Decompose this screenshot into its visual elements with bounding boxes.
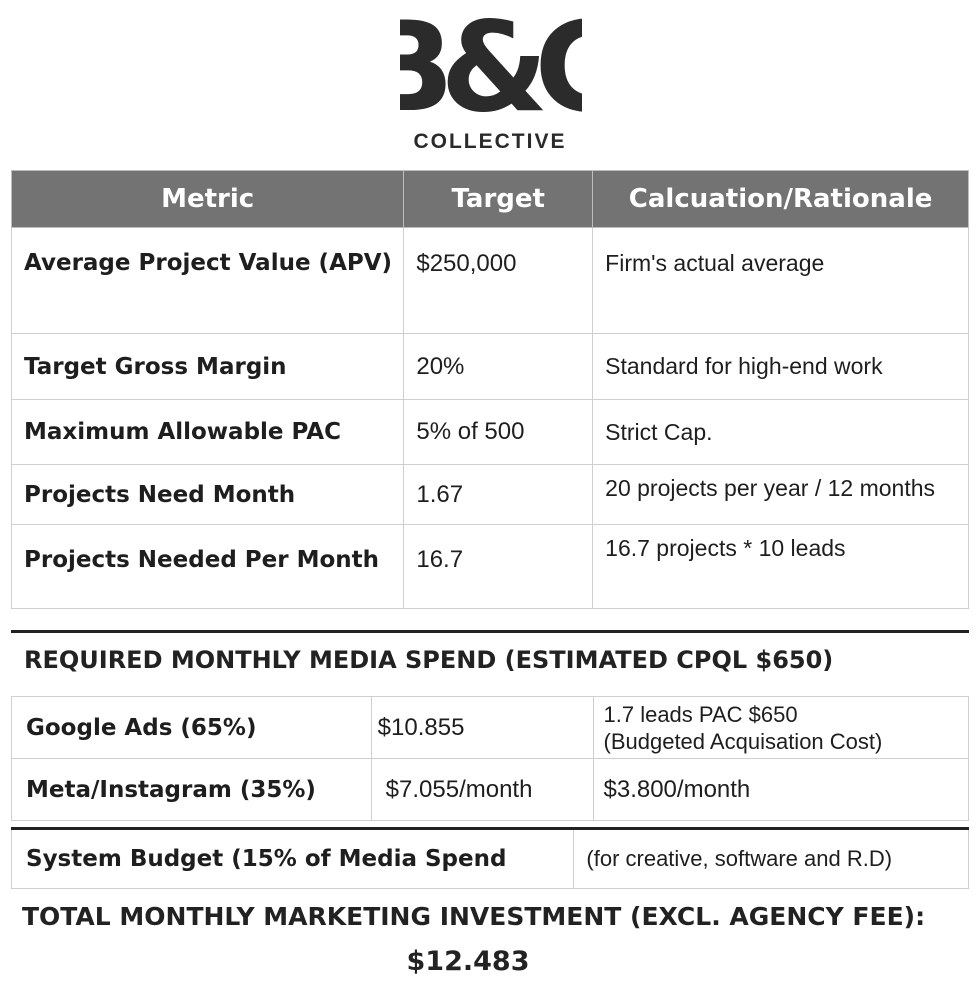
metric-cell: Target Gross Margin	[10, 333, 405, 400]
note-line: 1.7 leads PAC $650	[603, 701, 798, 727]
table-row: Projects Need Month 1.67 20 projects per…	[10, 464, 969, 525]
table-row: Maximum Allowable PAC 5% of 500 Strict C…	[10, 399, 969, 465]
spend-cell: $10.855	[370, 696, 594, 759]
channel-cell: Google Ads (65%)	[11, 696, 372, 759]
table-row: Google Ads (65%) $10.855 1.7 leads PAC $…	[11, 696, 969, 759]
brand-logo: B&G	[400, 2, 582, 122]
metric-cell: Projects Need Month	[10, 464, 405, 525]
table-row: Meta/Instagram (35%) $7.055/month $3.800…	[11, 758, 969, 821]
metrics-header-row: Metric Target Calcuation/Rationale	[10, 170, 969, 228]
rationale-cell: Firm's actual average	[592, 227, 969, 334]
media-spend-heading: REQUIRED MONTHLY MEDIA SPEND (ESTIMATED …	[24, 646, 834, 674]
rationale-cell: Standard for high-end work	[592, 333, 969, 400]
total-investment-label: TOTAL MONTHLY MARKETING INVESTMENT (EXCL…	[22, 902, 926, 931]
rationale-cell: Strict Cap.	[592, 399, 969, 465]
note-line: (Budgeted Acquisation Cost)	[603, 728, 883, 754]
rationale-cell: 20 projects per year / 12 months	[592, 464, 969, 525]
system-budget-note: (for creative, software and R.D)	[573, 828, 969, 889]
header-target: Target	[403, 170, 594, 228]
header-rationale: Calcuation/Rationale	[592, 170, 969, 228]
note-cell: 1.7 leads PAC $650 (Budgeted Acquisation…	[592, 696, 969, 759]
media-spend-table: Google Ads (65%) $10.855 1.7 leads PAC $…	[11, 696, 969, 821]
table-row: Average Project Value (APV) $250,000 Fir…	[10, 227, 969, 334]
table-row: System Budget (15% of Media Spend (for c…	[10, 828, 969, 889]
target-cell: $250,000	[403, 227, 594, 334]
brand-header: B&G COLLECTIVE	[0, 0, 980, 162]
target-cell: 16.7	[403, 524, 594, 609]
channel-cell: Meta/Instagram (35%)	[11, 758, 372, 821]
target-cell: 1.67	[403, 464, 594, 525]
metrics-table: Metric Target Calcuation/Rationale Avera…	[10, 170, 969, 609]
total-investment-value: $12.483	[406, 946, 530, 977]
system-budget-table: System Budget (15% of Media Spend (for c…	[10, 827, 969, 889]
section-divider	[11, 630, 969, 633]
note-cell: $3.800/month	[592, 758, 969, 821]
header-metric: Metric	[10, 170, 405, 228]
target-cell: 20%	[403, 333, 594, 400]
system-budget-label: System Budget (15% of Media Spend	[10, 828, 575, 889]
table-row: Target Gross Margin 20% Standard for hig…	[10, 333, 969, 400]
rationale-cell: 16.7 projects * 10 leads	[592, 524, 969, 609]
brand-logo-text: B&G	[400, 2, 582, 122]
table-row: Projects Needed Per Month 16.7 16.7 proj…	[10, 524, 969, 609]
metric-cell: Maximum Allowable PAC	[10, 399, 405, 465]
metric-cell: Average Project Value (APV)	[10, 227, 405, 334]
metric-cell: Projects Needed Per Month	[10, 524, 405, 609]
spend-cell: $7.055/month	[370, 758, 594, 821]
brand-subtitle: COLLECTIVE	[413, 130, 567, 153]
target-cell: 5% of 500	[403, 399, 594, 465]
